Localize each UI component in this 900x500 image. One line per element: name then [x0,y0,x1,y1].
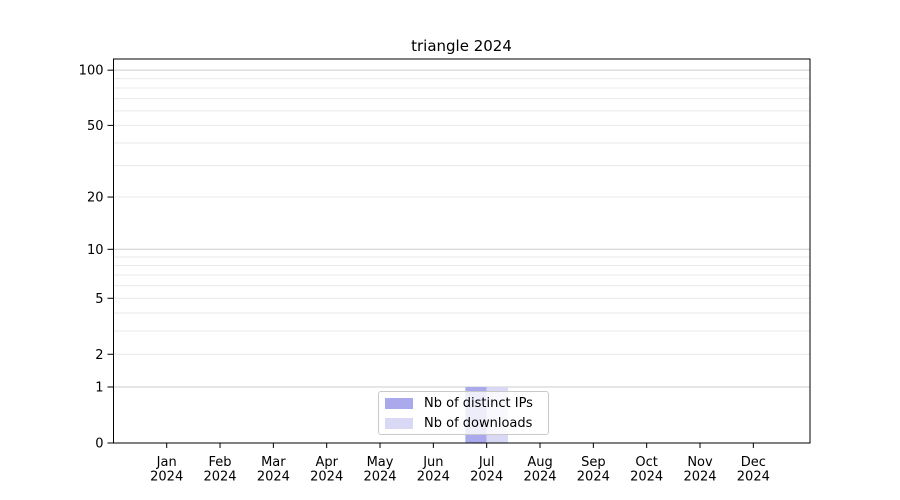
x-tick-label: Aug 2024 [523,455,556,485]
legend-swatch-downloads-icon [385,417,413,429]
y-tick-label: 50 [87,119,104,134]
x-tick-label: Feb 2024 [203,455,236,485]
y-tick-label: 100 [79,64,104,79]
x-tick-label: Oct 2024 [630,455,663,485]
y-tick-label: 20 [87,191,104,206]
legend-label-downloads: Nb of downloads [424,415,533,431]
x-tick-label: Mar 2024 [257,455,290,485]
x-tick-label: May 2024 [363,455,396,485]
y-tick-label: 0 [95,437,103,452]
x-tick-label: Dec 2024 [737,455,770,485]
x-tick-label: Sep 2024 [577,455,610,485]
x-tick-label: Nov 2024 [683,455,716,485]
y-tick-label: 2 [95,348,103,363]
legend: Nb of distinct IPs Nb of downloads [378,391,549,435]
y-tick-label: 10 [87,243,104,258]
x-tick-label: Jul 2024 [470,455,503,485]
chart-title: triangle 2024 [411,37,512,55]
x-tick-label: Jan 2024 [150,455,183,485]
plot-border [113,58,811,444]
legend-item-distinct-ips: Nb of distinct IPs [385,395,542,411]
legend-label-distinct-ips: Nb of distinct IPs [424,395,533,411]
x-tick-label: Apr 2024 [310,455,343,485]
x-tick-label: Jun 2024 [417,455,450,485]
y-tick-label: 5 [95,292,103,307]
legend-item-downloads: Nb of downloads [385,415,542,431]
y-tick-label: 1 [95,381,103,396]
legend-swatch-distinct-ips-icon [385,397,413,409]
